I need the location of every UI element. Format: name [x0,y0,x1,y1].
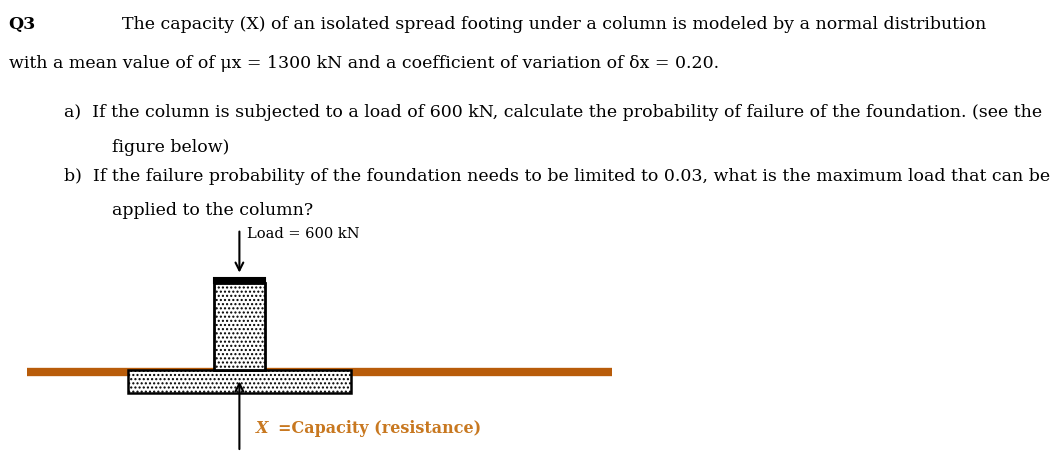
Text: Load = 600 kN: Load = 600 kN [247,226,360,241]
Text: a)  If the column is subjected to a load of 600 kN, calculate the probability of: a) If the column is subjected to a load … [64,104,1042,121]
Text: with a mean value of of μx = 1300 kN and a coefficient of variation of δx = 0.20: with a mean value of of μx = 1300 kN and… [9,55,718,72]
Text: applied to the column?: applied to the column? [112,202,313,219]
Bar [214,283,265,369]
Bar [128,369,351,393]
Text: b)  If the failure probability of the foundation needs to be limited to 0.03, wh: b) If the failure probability of the fou… [64,168,1050,185]
Text: Q3: Q3 [9,16,36,33]
Bar [214,278,265,283]
Text: X: X [255,420,268,437]
Text: figure below): figure below) [112,139,229,156]
Text: =Capacity (resistance): =Capacity (resistance) [278,420,481,437]
Text: The capacity (X) of an isolated spread footing under a column is modeled by a no: The capacity (X) of an isolated spread f… [122,16,986,33]
